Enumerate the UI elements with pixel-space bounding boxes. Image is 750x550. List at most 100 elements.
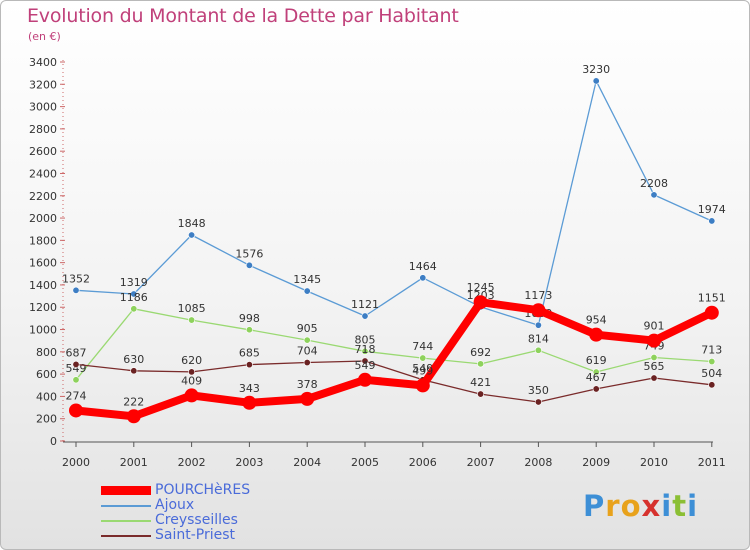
data-label: 1848 <box>178 217 206 230</box>
data-label: 713 <box>701 344 722 357</box>
data-point <box>361 357 369 365</box>
proxiti-logo: Proxiti <box>583 489 698 523</box>
series-line-creysseilles <box>75 308 713 381</box>
data-point <box>419 274 427 282</box>
x-tick-label: 2000 <box>62 456 90 469</box>
data-label: 565 <box>644 360 665 373</box>
data-point <box>300 391 315 406</box>
y-tick-label: 800 <box>36 346 57 359</box>
data-label: 692 <box>470 346 491 359</box>
data-point <box>188 231 196 239</box>
data-point <box>72 360 80 368</box>
x-tick-label: 2002 <box>178 456 206 469</box>
data-label: 421 <box>470 376 491 389</box>
x-tick-label: 2007 <box>467 456 495 469</box>
legend-label: POURCHèRES <box>155 482 251 498</box>
x-tick-label: 2004 <box>293 456 321 469</box>
x-tick-label: 2010 <box>640 456 668 469</box>
data-label: 1345 <box>293 273 321 286</box>
data-point <box>473 295 488 310</box>
data-point <box>704 305 719 320</box>
data-point <box>242 395 257 410</box>
data-label: 704 <box>297 345 318 358</box>
logo-letter: o <box>620 489 642 523</box>
data-label: 630 <box>123 353 144 366</box>
data-point <box>130 367 138 375</box>
data-point <box>592 77 600 85</box>
data-point <box>650 191 658 199</box>
data-point <box>126 409 141 424</box>
data-point <box>592 385 600 393</box>
logo-letter: i <box>687 489 699 523</box>
logo-letter: t <box>672 489 688 523</box>
x-tick-label: 2011 <box>698 456 726 469</box>
data-label: 350 <box>528 384 549 397</box>
data-point <box>419 354 427 362</box>
chart-title: Evolution du Montant de la Dette par Hab… <box>27 5 459 27</box>
x-tick-label: 2003 <box>235 456 263 469</box>
data-label: 901 <box>644 320 665 333</box>
data-point <box>303 287 311 295</box>
data-point <box>477 390 485 398</box>
x-tick-label: 2001 <box>120 456 148 469</box>
x-tick-label: 2006 <box>409 456 437 469</box>
data-label: 3230 <box>582 63 610 76</box>
legend-swatch <box>101 505 151 507</box>
x-tick-label: 2009 <box>582 456 610 469</box>
data-point <box>184 388 199 403</box>
data-point <box>303 359 311 367</box>
data-point <box>534 346 542 354</box>
data-label: 685 <box>239 347 260 360</box>
data-point <box>245 361 253 369</box>
data-label: 467 <box>586 371 607 384</box>
data-label: 1464 <box>409 260 437 273</box>
series-pourch-res: 274 222 409 343 378 549 499 1245 1173 954 901 1151 <box>66 281 726 424</box>
y-tick-label: 600 <box>36 368 57 381</box>
data-label: 1245 <box>467 281 495 294</box>
x-tick-label: 2008 <box>524 456 552 469</box>
y-tick-label: 2400 <box>29 167 57 180</box>
y-tick-label: 3400 <box>29 56 57 69</box>
data-label: 378 <box>297 378 318 391</box>
data-label: 998 <box>239 312 260 325</box>
data-label: 1085 <box>178 302 206 315</box>
data-point <box>130 290 138 298</box>
y-tick-label: 1200 <box>29 301 57 314</box>
data-point <box>415 378 430 393</box>
series-line-ajoux <box>75 80 713 326</box>
data-label: 549 <box>355 359 376 372</box>
data-point <box>72 286 80 294</box>
data-label: 1173 <box>524 289 552 302</box>
data-point <box>534 398 542 406</box>
data-label: 905 <box>297 322 318 335</box>
x-tick-label: 2005 <box>351 456 379 469</box>
legend-swatch <box>101 535 151 537</box>
y-tick-label: 3000 <box>29 101 57 114</box>
y-tick-label: 1600 <box>29 257 57 270</box>
data-label: 1352 <box>62 272 90 285</box>
data-label: 954 <box>586 314 607 327</box>
data-label: 2208 <box>640 177 668 190</box>
data-label: 687 <box>66 346 87 359</box>
data-point <box>72 376 80 384</box>
data-point <box>708 358 716 366</box>
data-point <box>589 327 604 342</box>
data-label: 744 <box>412 340 433 353</box>
data-label: 814 <box>528 332 549 345</box>
series-line-saint-priest <box>75 360 713 403</box>
legend-swatch <box>101 486 151 495</box>
chart-subtitle: (en €) <box>28 30 61 43</box>
logo-letter: r <box>605 489 621 523</box>
data-point <box>592 368 600 376</box>
data-point <box>650 374 658 382</box>
data-point <box>245 326 253 334</box>
data-label: 1151 <box>698 292 726 305</box>
data-label: 504 <box>701 367 722 380</box>
series-saint-priest: 687 630 620 685 704 718 549 421 350 467 565 504 <box>66 343 722 406</box>
logo-letter: x <box>641 489 662 523</box>
data-point <box>188 368 196 376</box>
data-point <box>361 312 369 320</box>
data-label: 619 <box>586 354 607 367</box>
